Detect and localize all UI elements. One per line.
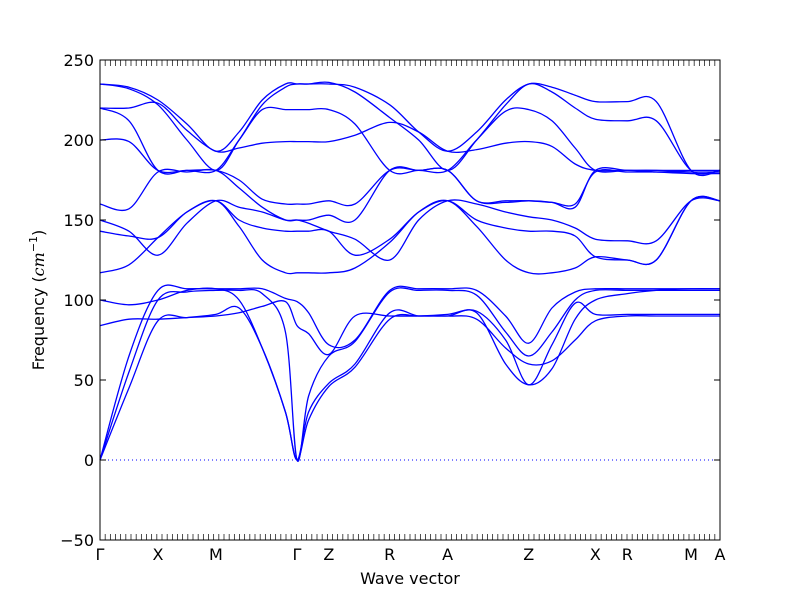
phonon-branch-11 [99, 166, 720, 224]
y-tick-label: −50 [60, 531, 94, 550]
y-axis-title-text: Frequency ( [29, 276, 48, 370]
x-tick-label: Γ [293, 545, 302, 564]
phonon-branch-3 [99, 305, 720, 461]
x-tick-label: M [209, 545, 223, 564]
x-tick-label: A [442, 545, 453, 564]
x-tick-label: M [684, 545, 698, 564]
x-tick-label: R [384, 545, 395, 564]
y-tick-label: 100 [63, 291, 94, 310]
x-tick-label: X [590, 545, 601, 564]
x-axis-title: Wave vector [360, 569, 460, 588]
x-tick-label: X [152, 545, 163, 564]
y-tick-label: 0 [84, 451, 94, 470]
phonon-branch-14 [99, 195, 721, 275]
y-tick-label: 250 [63, 51, 94, 70]
x-tick-label: R [622, 545, 633, 564]
y-tick-label: 150 [63, 211, 94, 230]
x-tick-label: Γ [96, 545, 105, 564]
y-axis-title-unit: cm [29, 252, 48, 276]
phonon-branch-4 [99, 287, 721, 461]
y-tick-label: 50 [74, 371, 94, 390]
series-layer [99, 81, 721, 462]
y-axis-title: Frequency (cm−1) [27, 230, 48, 371]
y-axis-title-close: ) [29, 230, 48, 236]
phonon-branch-2 [99, 287, 720, 462]
y-tick-label: 200 [63, 131, 94, 150]
x-tick-label: Z [323, 545, 334, 564]
plot-frame [99, 59, 721, 541]
phonon-branch-5 [99, 300, 720, 386]
y-axis-title-exp: −1 [27, 236, 40, 252]
y-axis: −50 0 50 100 150 200 250 [60, 51, 720, 550]
x-tick-label: Z [523, 545, 534, 564]
x-tick-label: A [715, 545, 726, 564]
